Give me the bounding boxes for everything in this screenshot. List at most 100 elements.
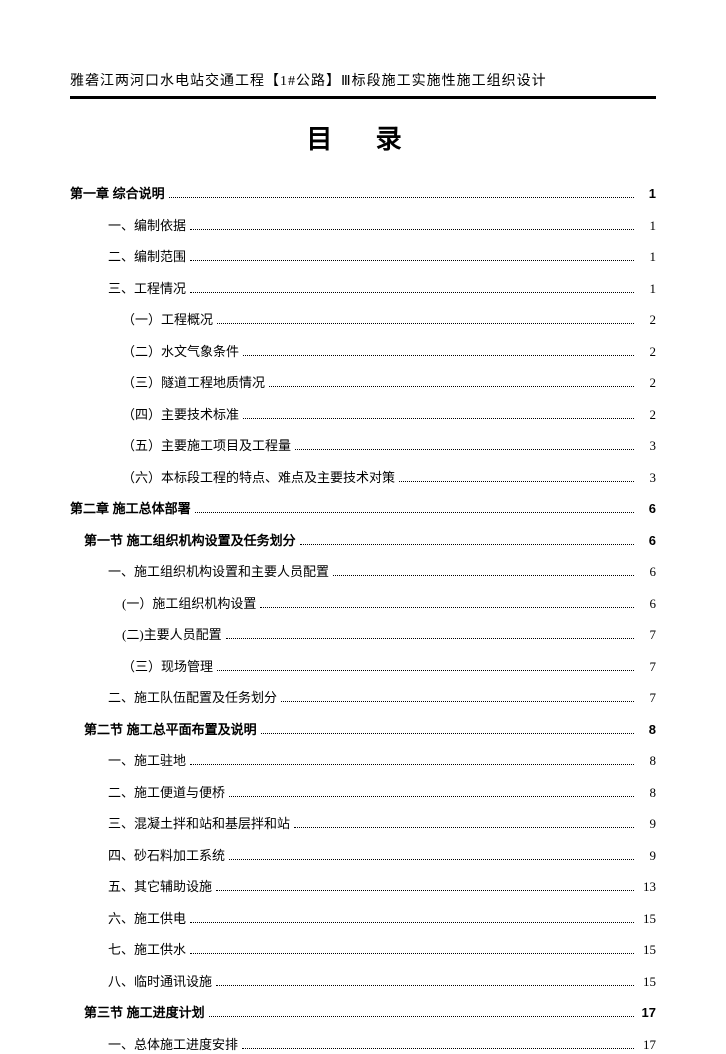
toc-entry: 二、施工队伍配置及任务划分 7 xyxy=(108,688,656,708)
toc-entry: （五）主要施工项目及工程量 3 xyxy=(122,436,656,456)
toc-entry-page: 15 xyxy=(638,909,656,929)
toc-dots xyxy=(216,985,634,986)
toc-entry-label: （三）现场管理 xyxy=(122,657,213,677)
toc-entry-page: 15 xyxy=(638,972,656,992)
toc-entry: 第二章 施工总体部署 6 xyxy=(70,499,656,519)
toc-entry-page: 8 xyxy=(638,751,656,771)
toc-entry-label: (二)主要人员配置 xyxy=(122,625,222,645)
toc-entry: 第二节 施工总平面布置及说明 8 xyxy=(84,720,656,740)
toc-dots xyxy=(190,292,634,293)
toc-entry-label: （三）隧道工程地质情况 xyxy=(122,373,265,393)
toc-entry: 五、其它辅助设施 13 xyxy=(108,877,656,897)
toc-dots xyxy=(333,575,634,576)
toc-entry: 四、砂石料加工系统 9 xyxy=(108,846,656,866)
toc-entry: （四）主要技术标准 2 xyxy=(122,405,656,425)
toc-entry-page: 7 xyxy=(638,657,656,677)
toc-title: 目 录 xyxy=(70,119,656,156)
toc-entry-label: 五、其它辅助设施 xyxy=(108,877,212,897)
toc-entry-label: （二）水文气象条件 xyxy=(122,342,239,362)
toc-entry-page: 6 xyxy=(638,531,656,551)
toc-entry-label: 第一章 综合说明 xyxy=(70,184,165,204)
toc-entry-page: 3 xyxy=(638,436,656,456)
toc-dots xyxy=(226,638,634,639)
toc-entry: 二、编制范围 1 xyxy=(108,247,656,267)
toc-entry-label: 二、施工队伍配置及任务划分 xyxy=(108,688,277,708)
toc-entry-page: 2 xyxy=(638,310,656,330)
toc-entry-page: 1 xyxy=(638,279,656,299)
toc-entry-label: 六、施工供电 xyxy=(108,909,186,929)
toc-entry-page: 6 xyxy=(638,562,656,582)
toc-entry: 第一章 综合说明 1 xyxy=(70,184,656,204)
toc-dots xyxy=(243,418,634,419)
toc-entry: 二、施工便道与便桥8 xyxy=(108,783,656,803)
toc-entry: 三、混凝土拌和站和基层拌和站9 xyxy=(108,814,656,834)
toc-dots xyxy=(217,323,634,324)
toc-entry-page: 1 xyxy=(638,184,656,204)
toc-entry-page: 15 xyxy=(638,940,656,960)
toc-entry-label: 三、工程情况 xyxy=(108,279,186,299)
toc-dots xyxy=(190,229,634,230)
toc-entry-page: 17 xyxy=(638,1003,656,1023)
toc-entry-page: 2 xyxy=(638,405,656,425)
toc-entry-label: 八、临时通讯设施 xyxy=(108,972,212,992)
toc-entry-label: 七、施工供水 xyxy=(108,940,186,960)
toc-entry-page: 1 xyxy=(638,216,656,236)
toc-entry: （二）水文气象条件 2 xyxy=(122,342,656,362)
toc-entry-page: 9 xyxy=(638,814,656,834)
toc-entry: （三）隧道工程地质情况2 xyxy=(122,373,656,393)
toc-dots xyxy=(216,890,634,891)
toc-entry-label: 第二节 施工总平面布置及说明 xyxy=(84,720,257,740)
toc-dots xyxy=(260,607,634,608)
toc-entry-page: 6 xyxy=(638,594,656,614)
toc-dots xyxy=(281,701,634,702)
toc-entry: 八、临时通讯设施 15 xyxy=(108,972,656,992)
toc-dots xyxy=(209,1016,634,1017)
toc-entry-label: 第二章 施工总体部署 xyxy=(70,499,191,519)
toc-entry-page: 1 xyxy=(638,247,656,267)
toc-entry-label: (一）施工组织机构设置 xyxy=(122,594,256,614)
toc-dots xyxy=(242,1048,634,1049)
toc-entry-label: 一、总体施工进度安排 xyxy=(108,1035,238,1054)
toc-entry-label: 一、编制依据 xyxy=(108,216,186,236)
toc-entry: （三）现场管理 7 xyxy=(122,657,656,677)
toc-entry-page: 2 xyxy=(638,342,656,362)
toc-entry-label: 四、砂石料加工系统 xyxy=(108,846,225,866)
toc-entry-page: 8 xyxy=(638,720,656,740)
toc-entry-page: 9 xyxy=(638,846,656,866)
toc-list: 第一章 综合说明1一、编制依据1二、编制范围1三、工程情况1（一）工程概况2（二… xyxy=(70,184,656,1054)
toc-entry-page: 7 xyxy=(638,625,656,645)
toc-entry-page: 6 xyxy=(638,499,656,519)
toc-entry-label: 二、编制范围 xyxy=(108,247,186,267)
toc-dots xyxy=(300,544,634,545)
toc-entry: (一）施工组织机构设置 6 xyxy=(122,594,656,614)
toc-entry: 第三节 施工进度计划 17 xyxy=(84,1003,656,1023)
toc-entry: 六、施工供电 15 xyxy=(108,909,656,929)
toc-dots xyxy=(217,670,634,671)
toc-entry-label: （四）主要技术标准 xyxy=(122,405,239,425)
toc-entry-label: 第三节 施工进度计划 xyxy=(84,1003,205,1023)
toc-entry-page: 17 xyxy=(638,1035,656,1054)
toc-dots xyxy=(399,481,634,482)
toc-entry: （一）工程概况 2 xyxy=(122,310,656,330)
toc-entry: (二)主要人员配置 7 xyxy=(122,625,656,645)
toc-dots xyxy=(190,953,634,954)
toc-dots xyxy=(295,449,634,450)
toc-dots xyxy=(229,796,634,797)
toc-entry-label: 一、施工驻地 xyxy=(108,751,186,771)
toc-entry-label: 二、施工便道与便桥 xyxy=(108,783,225,803)
toc-entry-page: 7 xyxy=(638,688,656,708)
toc-entry-label: （五）主要施工项目及工程量 xyxy=(122,436,291,456)
toc-dots xyxy=(261,733,634,734)
toc-entry-page: 13 xyxy=(638,877,656,897)
toc-dots xyxy=(190,922,634,923)
toc-entry-label: （一）工程概况 xyxy=(122,310,213,330)
document-header: 雅砻江两河口水电站交通工程【1#公路】Ⅲ标段施工实施性施工组织设计 xyxy=(70,70,656,99)
toc-entry-label: 一、施工组织机构设置和主要人员配置 xyxy=(108,562,329,582)
toc-entry-label: 第一节 施工组织机构设置及任务划分 xyxy=(84,531,296,551)
toc-dots xyxy=(294,827,634,828)
toc-dots xyxy=(190,260,634,261)
toc-entry: 一、编制依据 1 xyxy=(108,216,656,236)
toc-dots xyxy=(169,197,634,198)
toc-entry: 七、施工供水 15 xyxy=(108,940,656,960)
toc-entry: 第一节 施工组织机构设置及任务划分 6 xyxy=(84,531,656,551)
